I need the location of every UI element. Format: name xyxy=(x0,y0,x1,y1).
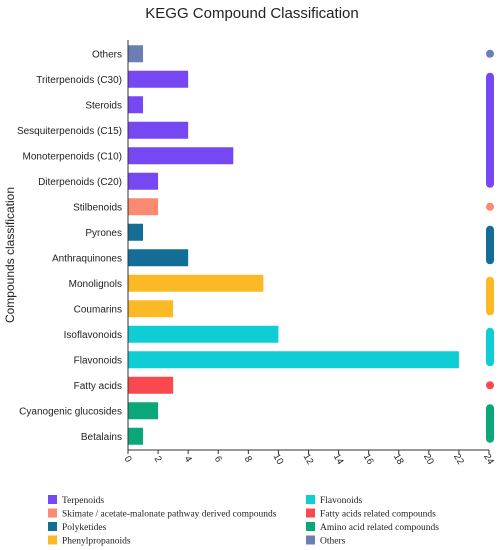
x-tick-label: 10 xyxy=(271,452,286,467)
y-axis-label: Compounds classification xyxy=(3,187,17,323)
legend-swatch xyxy=(306,522,315,531)
x-axis: 0 2 4 6 8 10 12 14 16 18 20 22 24 xyxy=(121,40,496,467)
bar xyxy=(128,427,144,445)
group-indicator xyxy=(486,49,494,58)
legend-label: Polyketides xyxy=(62,523,107,533)
legend-swatch xyxy=(306,535,315,545)
category-label: Monoterpenoids (C10) xyxy=(23,151,123,162)
x-tick-label: 20 xyxy=(421,452,436,467)
x-tick-label: 24 xyxy=(481,452,496,467)
legend-label: Fatty acids related compounds xyxy=(320,510,436,520)
bars-layer xyxy=(128,45,459,445)
bar xyxy=(128,376,174,394)
legend-swatch xyxy=(48,535,57,545)
bar xyxy=(128,300,174,318)
category-label: Monolignols xyxy=(69,279,122,290)
x-tick-label: 2 xyxy=(152,454,164,464)
bar xyxy=(128,274,264,292)
x-tick-label: 6 xyxy=(212,454,224,464)
group-indicator xyxy=(486,72,494,188)
x-tick-label: 0 xyxy=(121,454,133,464)
bar xyxy=(128,70,189,88)
bar xyxy=(128,96,144,114)
x-tick-label: 18 xyxy=(391,452,406,467)
legend-label: Amino acid related compounds xyxy=(320,523,439,533)
category-labels: Others Triterpenoids (C30) Steroids Sesquit… xyxy=(17,49,122,443)
chart-title: KEGG Compound Classification xyxy=(145,5,358,22)
bar xyxy=(128,172,159,190)
legend: Terpenoids Skimate / acetate-malonate pat… xyxy=(48,495,439,547)
legend-swatch xyxy=(48,508,57,518)
x-tick-label: 8 xyxy=(242,454,254,464)
bar xyxy=(128,121,189,139)
bar xyxy=(128,147,234,165)
group-indicator xyxy=(486,381,494,390)
category-label: Steroids xyxy=(85,100,122,111)
bar xyxy=(128,249,189,267)
x-tick-label: 16 xyxy=(361,452,376,467)
category-label: Stilbenoids xyxy=(73,202,122,213)
category-label: Diterpenoids (C20) xyxy=(38,177,122,188)
group-indicator xyxy=(486,276,494,316)
bar xyxy=(128,402,159,420)
group-indicators xyxy=(486,49,494,443)
group-indicator xyxy=(486,404,494,443)
category-label: Cyanogenic glucosides xyxy=(19,406,122,417)
x-tick-label: 4 xyxy=(182,454,194,464)
legend-label: Flavonoids xyxy=(320,496,363,506)
x-tick-label: 22 xyxy=(451,452,466,467)
legend-swatch xyxy=(306,508,315,518)
x-tick-label: 12 xyxy=(301,452,316,467)
legend-swatch xyxy=(48,522,57,531)
category-label: Anthraquinones xyxy=(52,253,122,264)
bar xyxy=(128,223,144,241)
legend-swatch xyxy=(306,495,315,504)
group-indicator xyxy=(486,327,494,367)
category-label: Coumarins xyxy=(74,304,122,315)
x-tick-label: 14 xyxy=(331,452,346,467)
group-indicator xyxy=(486,202,494,211)
bar xyxy=(128,45,144,63)
group-indicator xyxy=(486,225,494,265)
bar xyxy=(128,351,459,369)
legend-label: Phenylpropanoids xyxy=(62,537,131,547)
category-label: Others xyxy=(92,49,122,60)
legend-label: Terpenoids xyxy=(62,496,104,506)
legend-swatch xyxy=(48,495,57,504)
category-label: Flavonoids xyxy=(74,355,122,366)
category-label: Sesquiterpenoids (C15) xyxy=(17,126,122,137)
legend-label: Others xyxy=(320,537,346,547)
legend-label: Skimate / acetate-malonate pathway deriv… xyxy=(62,510,277,520)
bar xyxy=(128,325,279,343)
category-label: Pyrones xyxy=(85,228,122,239)
bar xyxy=(128,198,159,216)
category-label: Betalains xyxy=(81,432,122,443)
category-label: Isoflavonoids xyxy=(64,330,122,341)
category-label: Fatty acids xyxy=(74,381,122,392)
category-label: Triterpenoids (C30) xyxy=(36,75,122,86)
